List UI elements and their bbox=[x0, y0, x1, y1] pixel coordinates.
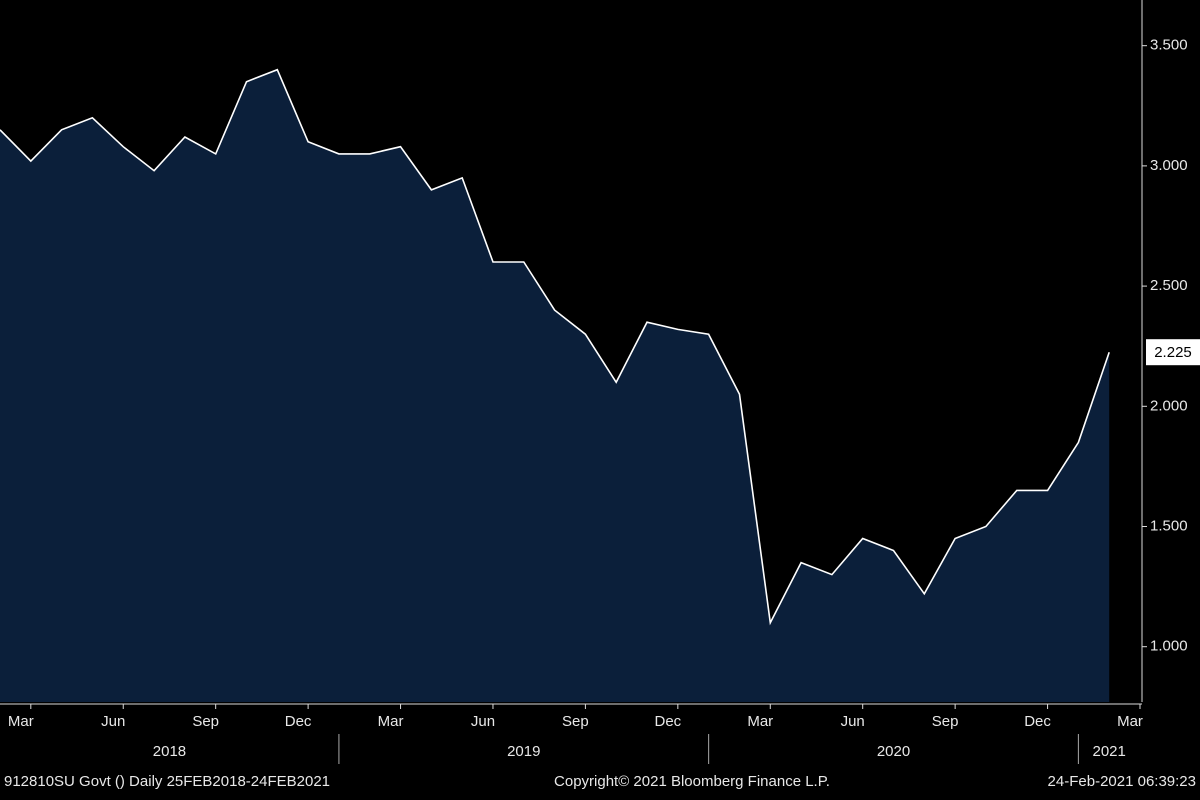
x-tick-label: Mar bbox=[378, 713, 404, 730]
area bbox=[0, 69, 1110, 702]
x-tick-label: Sep bbox=[932, 713, 959, 730]
x-tick-label: Sep bbox=[192, 713, 219, 730]
x-tick-label: Dec bbox=[1024, 713, 1051, 730]
footer-right: 24-Feb-2021 06:39:23 bbox=[1048, 773, 1196, 790]
x-tick-label: Dec bbox=[285, 713, 312, 730]
year-label: 2021 bbox=[1093, 743, 1126, 760]
x-tick-label: Sep bbox=[562, 713, 589, 730]
last-value-label: 2.225 bbox=[1154, 344, 1192, 361]
x-tick-label: Jun bbox=[471, 713, 495, 730]
x-tick-label: Dec bbox=[654, 713, 681, 730]
year-label: 2020 bbox=[877, 743, 910, 760]
x-tick-label: Mar bbox=[8, 713, 34, 730]
x-tick-label: Mar bbox=[1117, 713, 1143, 730]
x-tick-label: Mar bbox=[747, 713, 773, 730]
x-tick-label: Jun bbox=[841, 713, 865, 730]
y-tick-label: 2.000 bbox=[1150, 397, 1188, 414]
y-tick-label: 3.000 bbox=[1150, 157, 1188, 174]
year-label: 2019 bbox=[507, 743, 540, 760]
y-tick-label: 1.500 bbox=[1150, 517, 1188, 534]
y-tick-label: 2.500 bbox=[1150, 277, 1188, 294]
last-value-box bbox=[1146, 339, 1200, 366]
footer-center: Copyright© 2021 Bloomberg Finance L.P. bbox=[554, 773, 830, 790]
y-tick-label: 1.000 bbox=[1150, 638, 1188, 655]
year-label: 2018 bbox=[153, 743, 186, 760]
y-tick-label: 3.500 bbox=[1150, 37, 1188, 54]
footer-left: 912810SU Govt () Daily 25FEB2018-24FEB20… bbox=[4, 773, 330, 790]
x-tick-label: Jun bbox=[101, 713, 125, 730]
line bbox=[0, 68, 1110, 626]
